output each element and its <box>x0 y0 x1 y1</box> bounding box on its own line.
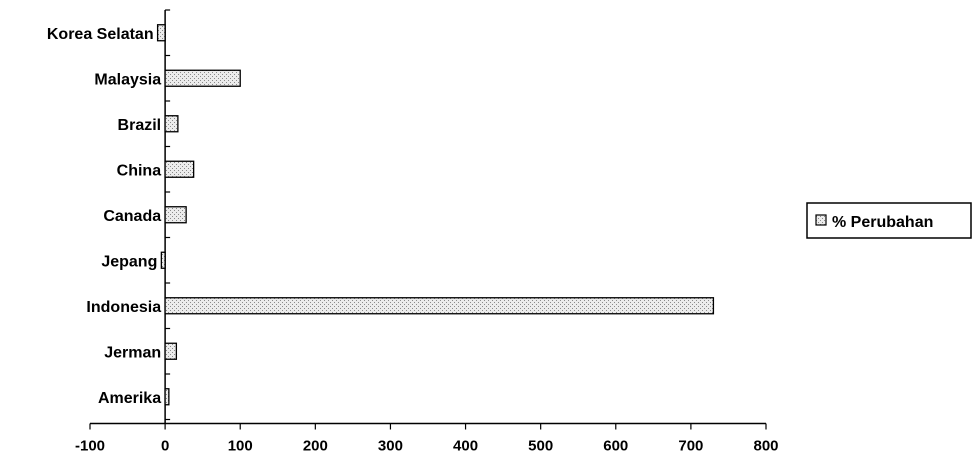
bar <box>164 388 170 406</box>
plot-area: -100 0 100 200 300 400 500 600 700 800 Korea Selat… <box>47 9 779 455</box>
bar <box>164 206 187 224</box>
x-tick-label: -100 <box>75 438 105 455</box>
category-label: Brazil <box>118 117 162 134</box>
x-tick-label: 400 <box>453 438 478 455</box>
x-tick-label: 200 <box>303 438 328 455</box>
category-label: Amerika <box>98 390 161 407</box>
x-tick-label: 300 <box>378 438 403 455</box>
legend-label: % Perubahan <box>832 214 933 231</box>
bar <box>164 160 195 178</box>
bar <box>164 69 241 87</box>
x-tick-label: 800 <box>753 438 778 455</box>
x-tick-label: 0 <box>161 438 169 455</box>
category-label: Jepang <box>101 253 157 270</box>
bar <box>160 251 166 269</box>
x-tick-label: 500 <box>528 438 553 455</box>
category-label: Jerman <box>104 344 161 361</box>
category-label: Indonesia <box>86 299 161 316</box>
category-label: Malaysia <box>94 71 161 88</box>
x-tick-label: 600 <box>603 438 628 455</box>
legend-swatch <box>815 214 827 226</box>
category-label: Canada <box>103 208 161 225</box>
bar <box>164 297 715 315</box>
x-tick-label: 100 <box>228 438 253 455</box>
category-label: Korea Selatan <box>47 26 154 43</box>
category-label: China <box>117 162 162 179</box>
bar <box>156 24 166 42</box>
bar <box>164 342 178 360</box>
legend: % Perubahan <box>806 202 972 239</box>
bar <box>164 115 179 133</box>
x-tick-label: 700 <box>678 438 703 455</box>
legend-box <box>806 202 972 239</box>
